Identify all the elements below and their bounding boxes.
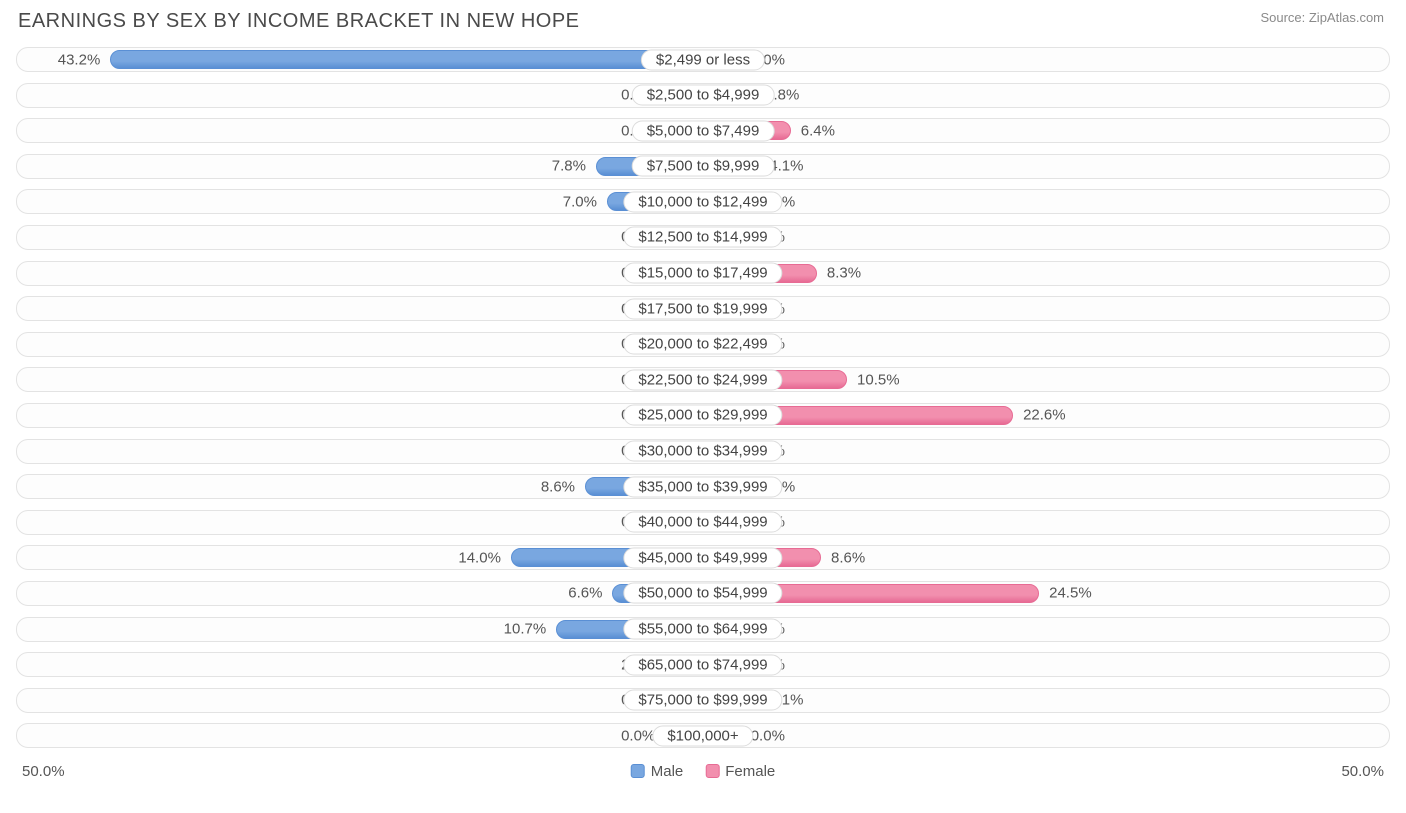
category-label: $25,000 to $29,999 — [623, 405, 782, 426]
chart-row: 0.0%0.0%$20,000 to $22,499 — [16, 332, 1390, 357]
value-female: 10.5% — [857, 371, 900, 388]
value-female: 8.3% — [827, 265, 861, 282]
chart-row: 0.0%6.4%$5,000 to $7,499 — [16, 118, 1390, 143]
axis-row: 50.0% Male Female 50.0% — [16, 759, 1390, 780]
category-label: $20,000 to $22,499 — [623, 334, 782, 355]
category-label: $10,000 to $12,499 — [623, 191, 782, 212]
value-male: 8.6% — [541, 478, 575, 495]
legend-female: Female — [705, 763, 775, 780]
chart-row: 0.0%0.0%$30,000 to $34,999 — [16, 439, 1390, 464]
value-male: 7.0% — [563, 193, 597, 210]
chart-row: 7.0%3.5%$10,000 to $12,499 — [16, 189, 1390, 214]
category-label: $2,499 or less — [641, 49, 765, 70]
chart-row: 7.8% 4.1%$7,500 to $9,999 — [16, 154, 1390, 179]
axis-right-label: 50.0% — [1341, 763, 1384, 780]
chart-source: Source: ZipAtlas.com — [1260, 10, 1384, 25]
value-male: 6.6% — [568, 585, 602, 602]
value-female: 0.0% — [751, 727, 785, 744]
chart-row: 0.0%0.0%$17,500 to $19,999 — [16, 296, 1390, 321]
value-male: 0.0% — [621, 727, 655, 744]
bar-male — [110, 50, 703, 69]
legend-male-label: Male — [651, 763, 684, 780]
category-label: $22,500 to $24,999 — [623, 369, 782, 390]
value-male: 10.7% — [504, 621, 547, 638]
chart-row: 10.7%0.0%$55,000 to $64,999 — [16, 617, 1390, 642]
swatch-female — [705, 764, 719, 778]
category-label: $50,000 to $54,999 — [623, 583, 782, 604]
chart-row: 14.0% 8.6% $45,000 to $49,999 — [16, 545, 1390, 570]
category-label: $55,000 to $64,999 — [623, 619, 782, 640]
chart-row: 0.0%8.3%$15,000 to $17,499 — [16, 261, 1390, 286]
legend-male: Male — [631, 763, 684, 780]
category-label: $100,000+ — [652, 725, 753, 746]
swatch-male — [631, 764, 645, 778]
value-female: 8.6% — [831, 549, 865, 566]
chart-row: 0.0%10.5%$22,500 to $24,999 — [16, 367, 1390, 392]
value-female: 6.4% — [801, 122, 835, 139]
category-label: $17,500 to $19,999 — [623, 298, 782, 319]
category-label: $7,500 to $9,999 — [632, 156, 775, 177]
chart-title: EARNINGS BY SEX BY INCOME BRACKET IN NEW… — [18, 10, 580, 33]
category-label: $30,000 to $34,999 — [623, 441, 782, 462]
category-label: $65,000 to $74,999 — [623, 654, 782, 675]
chart-row: 0.0%22.6%$25,000 to $29,999 — [16, 403, 1390, 428]
category-label: $12,500 to $14,999 — [623, 227, 782, 248]
chart-header: EARNINGS BY SEX BY INCOME BRACKET IN NEW… — [0, 0, 1406, 33]
chart-row: 6.6% 24.5% $50,000 to $54,999 — [16, 581, 1390, 606]
legend: Male Female — [631, 763, 776, 780]
category-label: $40,000 to $44,999 — [623, 512, 782, 533]
value-male: 14.0% — [458, 549, 501, 566]
chart-row: 0.0%3.8%$2,500 to $4,999 — [16, 83, 1390, 108]
chart-row: 0.0%4.1%$75,000 to $99,999 — [16, 688, 1390, 713]
value-male: 7.8% — [552, 158, 586, 175]
chart-row: 0.0% 0.0%$100,000+ — [16, 723, 1390, 748]
axis-left-label: 50.0% — [22, 763, 65, 780]
chart-row: 8.6%3.5%$35,000 to $39,999 — [16, 474, 1390, 499]
category-label: $45,000 to $49,999 — [623, 547, 782, 568]
chart-row: 43.2%0.0%$2,499 or less — [16, 47, 1390, 72]
chart-row: 0.0%0.0%$40,000 to $44,999 — [16, 510, 1390, 535]
value-female: 24.5% — [1049, 585, 1092, 602]
chart-body: 43.2%0.0%$2,499 or less0.0%3.8%$2,500 to… — [16, 47, 1390, 748]
category-label: $75,000 to $99,999 — [623, 690, 782, 711]
value-male: 43.2% — [58, 51, 101, 68]
chart-row: 2.1%0.0%$65,000 to $74,999 — [16, 652, 1390, 677]
category-label: $2,500 to $4,999 — [632, 85, 775, 106]
legend-female-label: Female — [725, 763, 775, 780]
value-female: 4.1% — [769, 158, 803, 175]
category-label: $35,000 to $39,999 — [623, 476, 782, 497]
chart-row: 0.0%0.0%$12,500 to $14,999 — [16, 225, 1390, 250]
category-label: $15,000 to $17,499 — [623, 263, 782, 284]
value-female: 22.6% — [1023, 407, 1066, 424]
category-label: $5,000 to $7,499 — [632, 120, 775, 141]
